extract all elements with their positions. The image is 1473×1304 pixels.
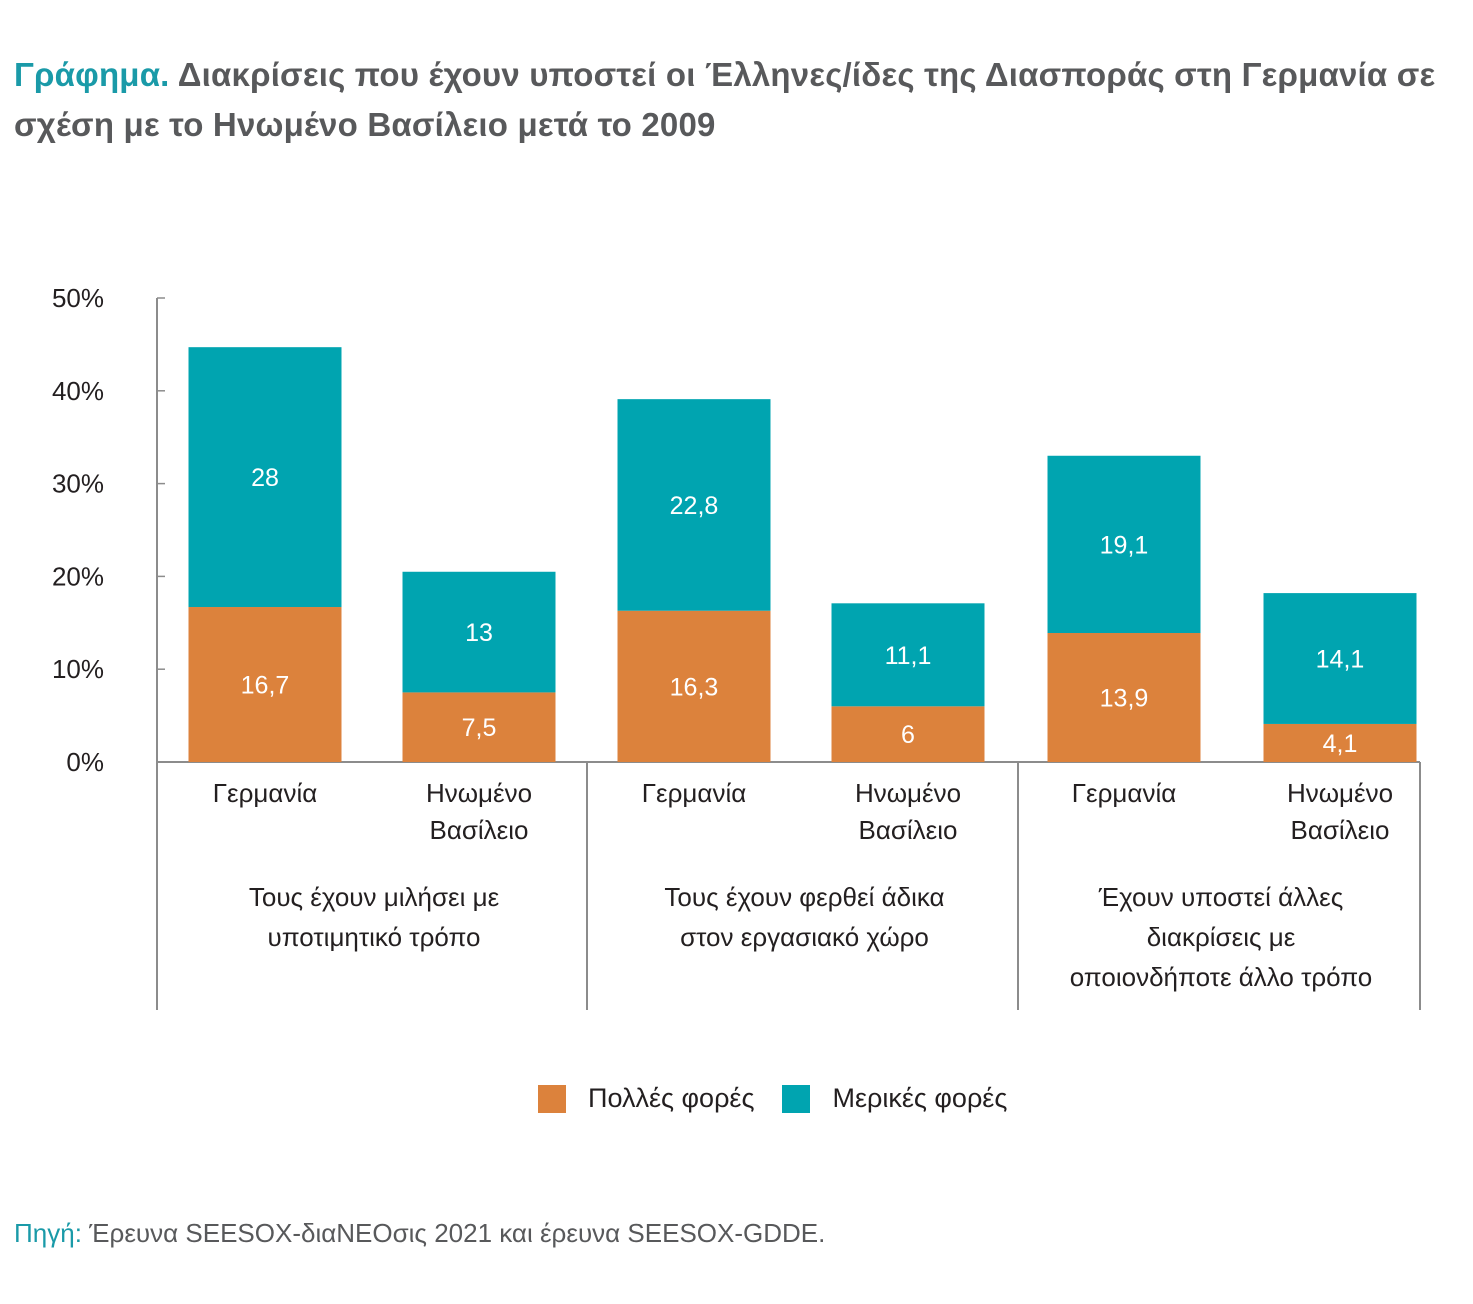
group-label: οποιονδήποτε άλλο τρόπο [1070,962,1373,992]
legend-item-sometimes: Μερικές φορές [782,1083,1007,1114]
legend-label-many-times: Πολλές φορές [588,1083,755,1113]
bar-segment-sometimes [1263,593,1417,724]
source-text: Έρευνα SEESOX-διαΝΕΟσις 2021 και έρευνα … [89,1218,826,1248]
chart-title-lead: Γράφημα. [14,56,170,93]
bar-segment-sometimes [188,347,342,608]
group-label: υποτιμητικό τρόπο [268,922,481,952]
category-label: Γερμανία [642,778,747,808]
y-tick-label: 40% [52,376,104,406]
bar-segment-many-times [617,610,771,762]
bar-label-many-times: 13,9 [1100,685,1149,713]
bar-segment-many-times [188,607,342,762]
bar-label-many-times: 7,5 [462,714,497,742]
group-label: στον εργασιακό χώρο [680,922,929,952]
category-label: Ηνωμένο [426,778,532,808]
bar-label-sometimes: 13 [465,619,493,647]
group-label: Έχουν υποστεί άλλες [1098,882,1344,912]
bar-segment-many-times [1047,633,1201,762]
y-tick-label: 30% [52,469,104,499]
category-label: Βασίλειο [429,815,528,845]
category-label: Γερμανία [1072,778,1177,808]
group-label: Τους έχουν μιλήσει με [249,882,500,912]
bar-label-many-times: 16,3 [670,673,719,701]
source-lead: Πηγή: [14,1218,82,1248]
bar-label-sometimes: 14,1 [1316,646,1365,674]
y-tick-label: 20% [52,561,104,591]
bar-segment-many-times [402,692,556,762]
y-tick-label: 10% [52,654,104,684]
chart-title: Γράφημα. Διακρίσεις που έχουν υποστεί οι… [14,50,1454,150]
legend: Πολλές φορές Μερικές φορές [538,1083,1035,1114]
source-note: Πηγή: Έρευνα SEESOX-διαΝΕΟσις 2021 και έ… [14,1218,825,1249]
bar-segment-sometimes [1047,455,1201,634]
bar-label-sometimes: 28 [251,464,279,492]
category-label: Βασίλειο [858,815,957,845]
legend-item-many-times: Πολλές φορές [538,1083,754,1114]
category-label: Ηνωμένο [855,778,961,808]
bar-label-sometimes: 22,8 [670,492,719,520]
bar-segment-sometimes [617,399,771,611]
legend-swatch-many-times [538,1084,566,1113]
bar-segment-many-times [831,706,985,762]
legend-swatch-sometimes [782,1084,811,1113]
category-label: Ηνωμένο [1287,778,1393,808]
bar-segment-sometimes [831,603,985,707]
bar-segment-many-times [1263,723,1417,762]
bar-label-many-times: 16,7 [241,672,290,700]
y-tick-label: 0% [66,747,104,777]
bar-segment-sometimes [402,571,556,693]
legend-label-sometimes: Μερικές φορές [832,1083,1008,1113]
bar-label-many-times: 4,1 [1323,730,1358,758]
group-label: διακρίσεις με [1147,922,1296,952]
bar-label-sometimes: 19,1 [1100,531,1149,559]
category-label: Βασίλειο [1290,815,1389,845]
bar-label-sometimes: 11,1 [885,642,932,670]
group-label: Τους έχουν φερθεί άδικα [664,882,944,912]
bar-label-many-times: 6 [901,721,915,749]
y-tick-label: 50% [52,283,104,313]
chart-title-text: Διακρίσεις που έχουν υποστεί οι Έλληνες/… [14,56,1436,143]
category-label: Γερμανία [213,778,318,808]
